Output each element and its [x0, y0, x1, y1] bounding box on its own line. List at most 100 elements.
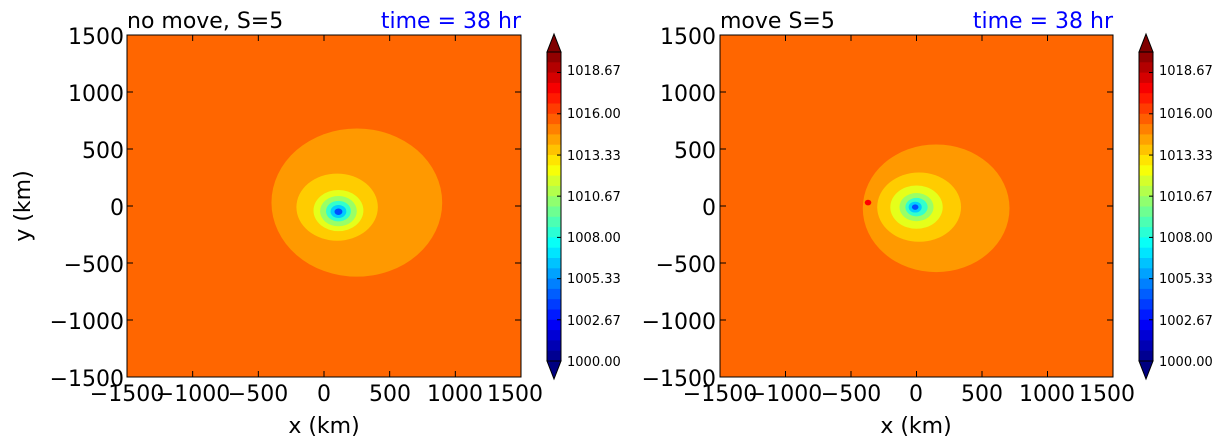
ytick-label: 0	[702, 196, 716, 221]
ytick-label: −500	[656, 253, 716, 278]
colorbar-segment	[547, 196, 561, 208]
xtick-label: 500	[369, 382, 411, 407]
ytick-label: 1500	[68, 25, 124, 50]
ytick-label: 1000	[660, 82, 716, 107]
xtick-label: 1000	[427, 382, 483, 407]
contour-field	[720, 35, 1113, 377]
colorbar-tick-label: 1005.33	[567, 272, 621, 287]
contour-band	[911, 204, 919, 210]
colorbar-segment	[547, 103, 561, 115]
colorbar-segment	[547, 247, 561, 259]
xtick-label: 1500	[487, 382, 543, 407]
xtick-label: −500	[228, 382, 288, 407]
tick-marks	[126, 34, 522, 378]
ytick-label: −1000	[50, 310, 124, 335]
colorbar-segment	[1139, 124, 1153, 135]
xtick-label: 1000	[1019, 382, 1075, 407]
colorbar-segment	[1139, 330, 1153, 341]
x-axis-label: x (km)	[880, 414, 951, 439]
panel-title: no move, S=5	[127, 9, 283, 34]
colorbar-segment	[547, 206, 561, 218]
colorbar-segment	[1139, 206, 1153, 218]
colorbar-segment	[547, 330, 561, 341]
colorbar-segment	[1139, 278, 1153, 290]
colorbar-segment	[1139, 350, 1153, 362]
colorbar-tick-label: 1008.00	[567, 231, 621, 246]
ytick-label: −1000	[642, 310, 716, 335]
colorbar-segment	[547, 340, 561, 352]
colorbar-segment	[547, 52, 561, 63]
colorbar-segment	[547, 113, 561, 125]
colorbar: 1018.67 1016.00 1013.33 1010.67 1008.00 …	[546, 32, 621, 381]
xtick-label: −1500	[683, 382, 757, 407]
colorbar-frame	[546, 51, 562, 362]
colorbar-segment	[1139, 258, 1153, 269]
colorbar-segment	[547, 350, 561, 362]
xtick-label: −1500	[90, 382, 164, 407]
colorbar-extend-min	[1138, 360, 1154, 381]
colorbar-segment	[547, 299, 561, 311]
colorbar-segment	[547, 258, 561, 269]
colorbar-tick-label: 1002.67	[567, 314, 621, 329]
colorbar-segment	[1139, 155, 1153, 166]
colorbar-tick-label: 1010.67	[567, 190, 621, 205]
time-label: time = 38 hr	[381, 9, 522, 34]
colorbar-segment	[1139, 268, 1153, 280]
colorbar-tick-label: 1010.67	[1159, 190, 1213, 205]
xtick-label: 500	[961, 382, 1003, 407]
colorbar-segment	[547, 144, 561, 156]
colorbar-segment	[1139, 103, 1153, 115]
xtick-label: 1500	[1079, 382, 1135, 407]
ytick-label: 1500	[660, 25, 716, 50]
colorbar-segment	[1139, 134, 1153, 146]
panel-move: move S=5 time = 38 hr 1500 1000 500 0 −5…	[642, 9, 1213, 439]
panel-no-move: no move, S=5 time = 38 hr 1500 1000 500 …	[11, 9, 621, 439]
xtick-label: −500	[821, 382, 881, 407]
colorbar-segment	[547, 62, 561, 74]
ytick-label: 500	[674, 139, 716, 164]
colorbar-segment	[1139, 227, 1153, 238]
colorbar-tick-label: 1018.67	[567, 64, 621, 79]
ytick-label: 0	[110, 196, 124, 221]
colorbar-segment	[1139, 144, 1153, 156]
colorbar-segment	[547, 185, 561, 197]
colorbar-segment	[1139, 288, 1153, 300]
xtick-label: 0	[317, 382, 331, 407]
colorbar-tick-label: 1013.33	[1159, 149, 1213, 164]
colorbar: 1018.67 1016.00 1013.33 1010.67 1008.00 …	[1138, 32, 1213, 381]
colorbar-segment	[1139, 165, 1153, 177]
colorbar-segment	[547, 309, 561, 321]
colorbar-segment	[547, 288, 561, 300]
colorbar-segment	[547, 216, 561, 228]
colorbar-tick-label: 1016.00	[1159, 107, 1213, 122]
ytick-label: 1000	[68, 82, 124, 107]
colorbar-segment	[1139, 82, 1153, 94]
colorbar-tick-label: 1016.00	[567, 107, 621, 122]
colorbar-segment	[1139, 113, 1153, 125]
colorbar-tick-label: 1005.33	[1159, 272, 1213, 287]
colorbar-frame	[1138, 51, 1154, 362]
colorbar-segment	[1139, 340, 1153, 352]
colorbar-segment	[1139, 309, 1153, 321]
ytick-label: −1500	[642, 367, 716, 392]
colorbar-segment	[547, 227, 561, 238]
colorbar-segment	[1139, 299, 1153, 311]
colorbar-segment	[547, 175, 561, 187]
colorbar-segment	[1139, 237, 1153, 249]
colorbar-segment	[547, 124, 561, 135]
colorbar-segment	[547, 268, 561, 280]
y-axis-label: y (km)	[11, 170, 36, 241]
colorbar-segment	[1139, 72, 1153, 84]
colorbar-segment	[547, 319, 561, 331]
xtick-label: −1000	[748, 382, 822, 407]
colorbar-segment	[547, 278, 561, 290]
colorbar-extend-max	[1138, 32, 1154, 53]
colorbar-extend-min	[546, 360, 562, 381]
tick-marks	[719, 34, 1114, 378]
colorbar-segment	[1139, 62, 1153, 74]
time-label: time = 38 hr	[973, 9, 1114, 34]
colorbar-tick-label: 1002.67	[1159, 314, 1213, 329]
colorbar-segment	[1139, 196, 1153, 208]
contour-field	[127, 35, 521, 377]
